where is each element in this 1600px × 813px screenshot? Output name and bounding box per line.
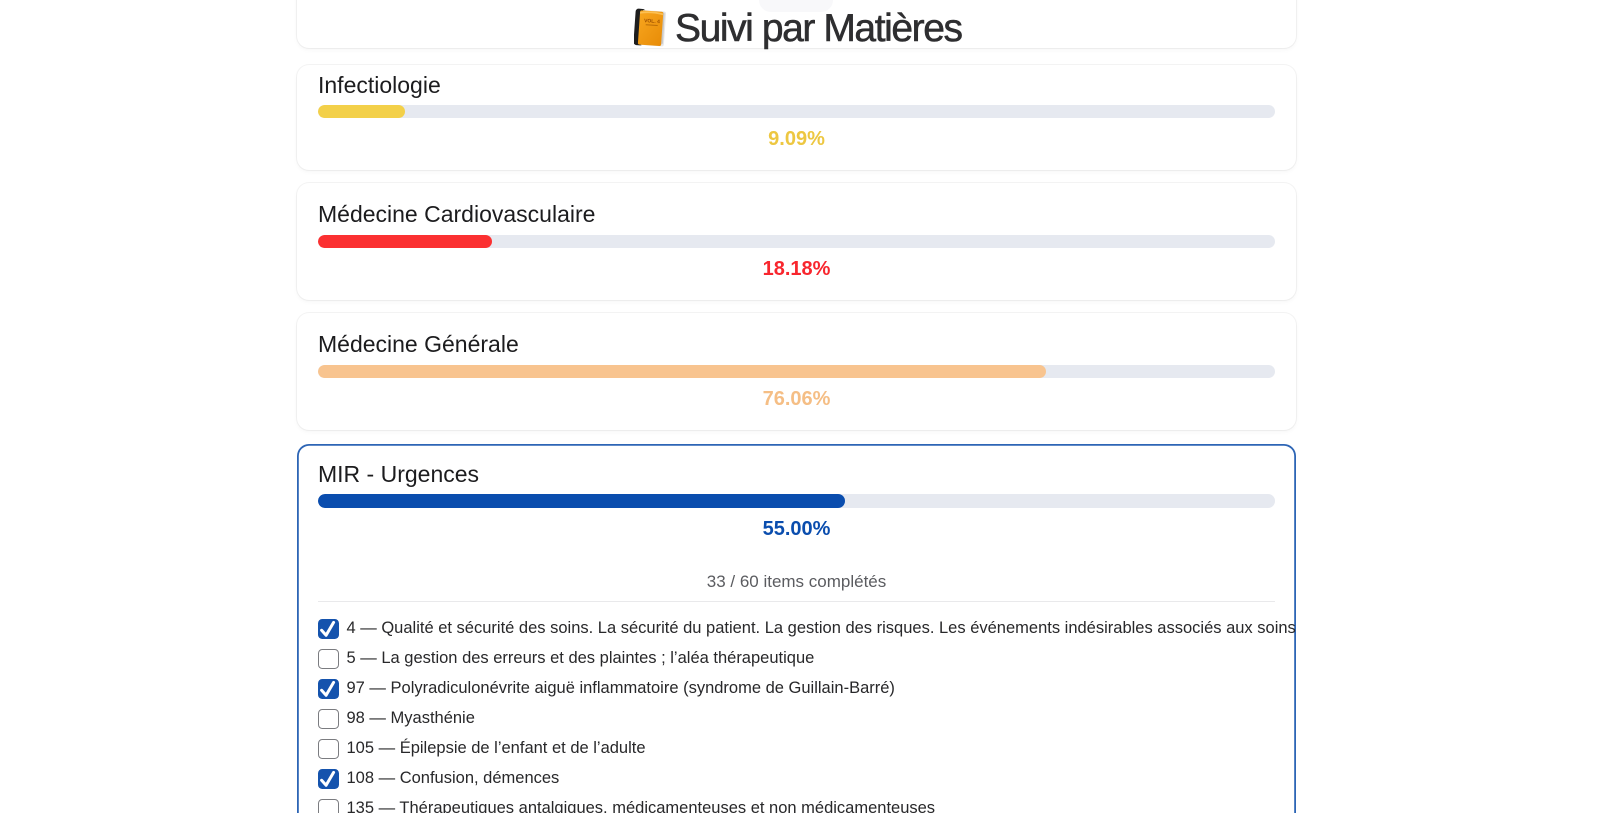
svg-text:VOL. 4: VOL. 4 <box>644 18 660 25</box>
